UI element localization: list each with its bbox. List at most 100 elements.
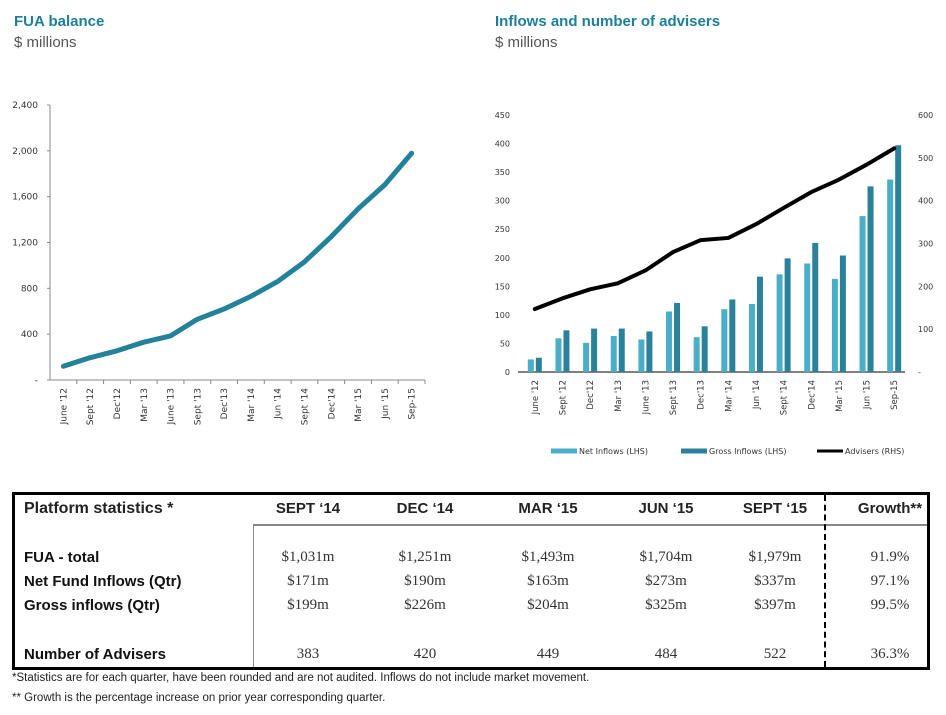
row-label: Gross inflows (Qtr) — [24, 597, 160, 614]
right-y-tick-label: - — [918, 368, 921, 377]
right-chart-title: Inflows and number of advisers — [495, 13, 721, 30]
gross-inflows-bar — [674, 302, 681, 372]
net-inflows-bar — [693, 337, 700, 372]
net-inflows-bar — [804, 263, 811, 372]
left-y-tick-label: 300 — [495, 197, 510, 206]
net-inflows-bar — [666, 311, 673, 372]
gross-inflows-bar — [618, 328, 625, 372]
table-cell: $1,251m — [398, 549, 452, 565]
left-y-tick-label: 50 — [500, 339, 510, 348]
table-cell: $204m — [527, 597, 569, 613]
x-tick-label: Sept '13 — [669, 380, 679, 415]
x-tick-label: Dec'13 — [697, 380, 707, 410]
net-inflows-bar — [887, 179, 894, 372]
column-header: MAR ‘15 — [518, 500, 578, 517]
net-inflows-bar — [859, 216, 866, 372]
gross-inflows-bar — [535, 357, 542, 372]
x-tick-label: Jun '15 — [381, 388, 391, 420]
gross-inflows-bar — [839, 255, 846, 372]
table-cell: $190m — [404, 573, 446, 589]
platform-statistics-table: Platform statistics * SEPT ‘14 DEC ‘14 MAR… — [12, 492, 930, 670]
left-y-tick-label: 450 — [495, 111, 510, 120]
legend-swatch — [681, 448, 707, 454]
fua-balance-line — [60, 150, 415, 369]
gross-inflows-bar — [895, 145, 902, 372]
x-tick-label: Dec'14 — [327, 388, 337, 420]
x-tick-label: Jun '15 — [863, 380, 873, 410]
x-tick-label: Sept '13 — [193, 388, 203, 425]
column-header: SEPT ‘15 — [742, 500, 808, 517]
x-tick-label: Dec'13 — [220, 388, 230, 419]
table-cell: 36.3% — [870, 646, 910, 662]
x-tick-label: Dec'14 — [807, 380, 817, 410]
table-cell: 484 — [654, 646, 678, 662]
table-cell: $1,704m — [639, 549, 693, 565]
net-inflows-bar — [610, 336, 617, 372]
gross-inflows-bar — [784, 258, 791, 372]
left-y-tick-label: 200 — [495, 254, 510, 263]
gross-inflows-bar — [563, 330, 570, 372]
legend-label: Gross Inflows (LHS) — [709, 447, 787, 456]
gross-inflows-bar — [701, 326, 708, 372]
table-cell: 420 — [413, 646, 437, 662]
table-cell: $226m — [404, 597, 446, 613]
left-y-tick-label: 100 — [495, 311, 510, 320]
column-header: DEC ‘14 — [396, 500, 454, 517]
y-tick-label: 2,000 — [12, 147, 38, 157]
net-inflows-bar — [555, 338, 562, 372]
y-tick-label: 1,600 — [12, 193, 38, 203]
charts-canvas: - 400 800 1,200 1,600 2,000 2,400 June '12 Sept … — [12, 101, 933, 456]
table-cell: 449 — [536, 646, 560, 662]
left-y-tick-label: 0 — [505, 368, 510, 377]
net-inflows-bar — [638, 339, 645, 372]
net-inflows-bar — [583, 342, 590, 372]
x-tick-label: June '12 — [59, 388, 69, 425]
right-y-tick-label: 200 — [918, 282, 933, 291]
column-header: Growth** — [857, 500, 923, 517]
table-cell: $1,031m — [281, 549, 335, 565]
gross-inflows-bar — [591, 328, 598, 372]
table-cell: 97.1% — [870, 573, 910, 589]
gross-inflows-bar — [812, 242, 819, 372]
y-tick-label: - — [35, 376, 38, 386]
table-title: Platform statistics * — [24, 500, 174, 517]
x-tick-label: June '13 — [641, 380, 651, 415]
x-tick-label: Sept '14 — [780, 380, 790, 415]
table-cell: $325m — [645, 597, 687, 613]
table-cell: $273m — [645, 573, 687, 589]
legend-swatch — [551, 448, 577, 454]
x-tick-label: Sep-15 — [408, 388, 418, 420]
growth-divider — [824, 495, 826, 667]
right-y-tick-label: 500 — [918, 154, 933, 163]
x-tick-label: Mar '15 — [835, 380, 845, 412]
left-y-tick-label: 150 — [495, 282, 510, 291]
legend-swatch — [817, 449, 843, 453]
x-tick-label: Sept '12 — [86, 388, 96, 425]
right-chart-subtitle: $ millions — [495, 34, 558, 51]
row-label: Net Fund Inflows (Qtr) — [24, 573, 182, 590]
net-inflows-bar — [527, 359, 534, 372]
net-inflows-bar — [831, 278, 838, 372]
net-inflows-bar — [776, 274, 783, 372]
gross-inflows-bar — [756, 276, 763, 372]
table-cell: $397m — [754, 597, 796, 613]
left-chart-subtitle: $ millions — [14, 34, 77, 51]
footnote-statistics: *Statistics are for each quarter, have b… — [12, 672, 590, 684]
y-tick-label: 400 — [21, 330, 38, 340]
left-y-tick-label: 250 — [495, 225, 510, 234]
table-cell: 91.9% — [870, 549, 910, 565]
table-cell: 383 — [296, 646, 320, 662]
x-tick-label: Sep-15 — [890, 380, 900, 410]
x-tick-label: Jun '14 — [274, 388, 284, 420]
header-divider — [253, 524, 927, 526]
table-cell: $163m — [527, 573, 569, 589]
legend-label: Advisers (RHS) — [845, 447, 904, 456]
left-y-tick-label: 400 — [495, 140, 510, 149]
row-label: Number of Advisers — [24, 646, 166, 663]
x-tick-label: Sept '14 — [300, 388, 310, 426]
right-y-tick-label: 100 — [918, 325, 933, 334]
table-cell: $1,493m — [521, 549, 575, 565]
table-cell: $1,979m — [748, 549, 802, 565]
x-tick-label: Mar '14 — [724, 380, 734, 412]
label-divider — [253, 524, 254, 667]
